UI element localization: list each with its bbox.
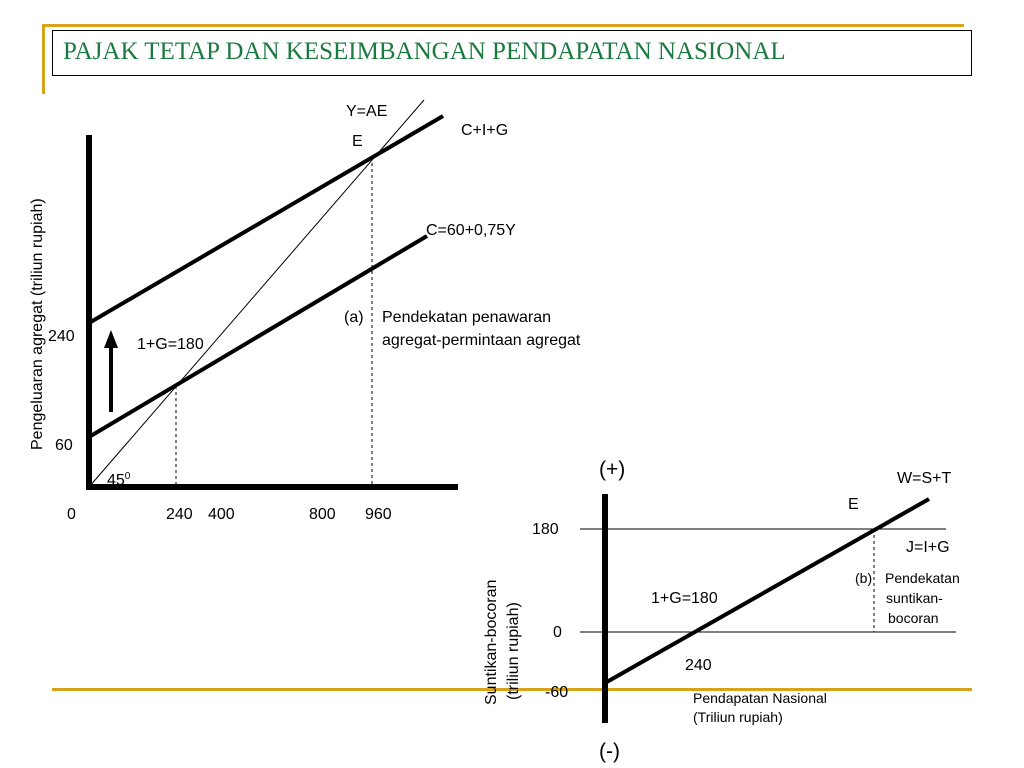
a-x-tick-800: 800 — [309, 506, 336, 523]
a-c-line — [87, 234, 429, 439]
a-angle-label: 450 — [107, 471, 131, 489]
a-x-tick-240: 240 — [166, 506, 193, 523]
a-x-tick-0: 0 — [67, 506, 76, 523]
a-angle-sup: 0 — [125, 471, 131, 482]
a-label-e: E — [352, 133, 363, 150]
b-label-ig: 1+G=180 — [651, 590, 718, 607]
a-label-c: C=60+0,75Y — [426, 222, 516, 239]
b-caption-line2: suntikan- — [886, 590, 943, 606]
a-caption-line1: Pendekatan penawaran — [382, 309, 551, 326]
b-caption-line1: Pendekatan — [885, 570, 960, 586]
b-y-axis-label-2: (triliun rupiah) — [505, 602, 522, 700]
a-x-tick-960: 960 — [365, 506, 392, 523]
top-accent-line — [42, 24, 964, 27]
slide-title: PAJAK TETAP DAN KESEIMBANGAN PENDAPATAN … — [63, 38, 786, 65]
b-label-j: J=I+G — [906, 539, 950, 556]
b-plus-sign: (+) — [599, 458, 625, 481]
b-caption-line3: bocoran — [888, 610, 939, 626]
b-x-axis-label-1: Pendapatan Nasional — [693, 690, 827, 706]
b-w-line — [604, 497, 930, 685]
a-cig-line — [87, 114, 445, 325]
b-label-w: W=S+T — [897, 470, 951, 487]
b-y-axis-label-1: Suntikan-bocoran — [483, 580, 500, 705]
b-label-240: 240 — [685, 657, 712, 674]
a-x-tick-400: 400 — [208, 506, 235, 523]
a-y-axis-label: Pengeluaran agregat (triliun rupiah) — [29, 198, 46, 450]
b-label-e: E — [848, 496, 859, 513]
a-45-degree-line — [88, 99, 425, 488]
a-label-ig: 1+G=180 — [137, 336, 204, 353]
panel-b: (+) (-) W=S+T E J=I+G Suntikan-bocoran (… — [483, 458, 960, 763]
bottom-accent-line — [52, 688, 972, 691]
b-y-tick-neg60: -60 — [545, 684, 568, 701]
a-label-cig: C+I+G — [461, 122, 508, 139]
b-y-tick-0: 0 — [553, 624, 562, 641]
b-caption-tag: (b) — [855, 570, 872, 586]
a-caption-line2: agregat-permintaan agregat — [382, 332, 581, 349]
a-y-tick-240: 240 — [48, 328, 75, 345]
a-y-tick-60: 60 — [55, 437, 73, 454]
title-box: PAJAK TETAP DAN KESEIMBANGAN PENDAPATAN … — [52, 30, 972, 76]
left-accent-line — [42, 24, 45, 94]
b-minus-sign: (-) — [599, 740, 620, 763]
panel-a: Pengeluaran agregat (triliun rupiah) 240… — [29, 99, 581, 523]
a-label-yae: Y=AE — [346, 103, 387, 120]
b-y-tick-180: 180 — [532, 521, 559, 538]
a-shift-arrow-head — [104, 330, 118, 348]
a-caption-tag: (a) — [344, 309, 364, 326]
b-x-axis-label-2: (Triliun rupiah) — [693, 709, 783, 725]
